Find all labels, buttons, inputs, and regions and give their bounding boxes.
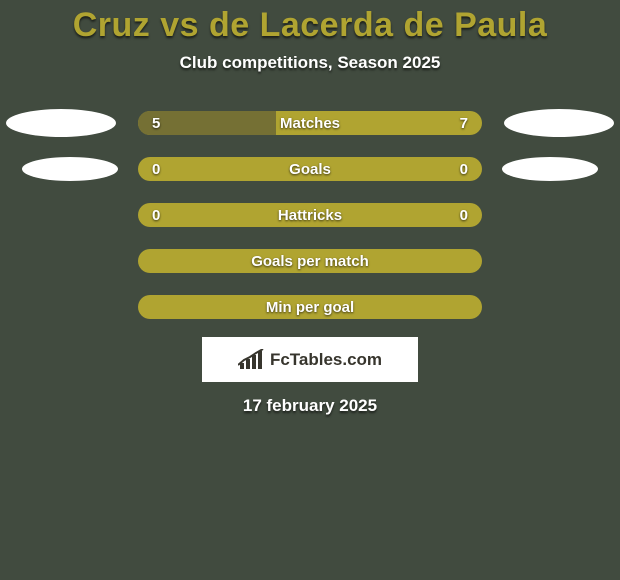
stat-right-value: 7 (460, 115, 468, 132)
stat-left-value: 0 (152, 207, 160, 224)
source-logo-text: FcTables.com (270, 350, 382, 370)
stat-bar: 5 Matches 7 (138, 111, 482, 135)
stat-row-matches: 5 Matches 7 (0, 111, 620, 135)
page-date: 17 february 2025 (243, 396, 377, 416)
stat-rows: 5 Matches 7 0 Goals 0 0 Hattricks 0 (0, 111, 620, 319)
bar-chart-icon (238, 349, 264, 371)
stat-bar: 0 Goals 0 (138, 157, 482, 181)
stat-label: Goals per match (251, 253, 369, 270)
stat-bar: Min per goal (138, 295, 482, 319)
player-right-ellipse (502, 157, 598, 181)
stat-row-hattricks: 0 Hattricks 0 (0, 203, 620, 227)
player-left-ellipse (22, 157, 118, 181)
page-subtitle: Club competitions, Season 2025 (180, 53, 441, 73)
stat-row-min-per-goal: Min per goal (0, 295, 620, 319)
source-logo: FcTables.com (202, 337, 418, 382)
stat-label: Min per goal (266, 299, 354, 316)
player-left-ellipse (6, 109, 116, 137)
stat-bar: 0 Hattricks 0 (138, 203, 482, 227)
stat-row-goals: 0 Goals 0 (0, 157, 620, 181)
stat-left-value: 0 (152, 161, 160, 178)
stat-bar: Goals per match (138, 249, 482, 273)
stat-right-value: 0 (460, 161, 468, 178)
stat-left-value: 5 (152, 115, 160, 132)
stat-row-goals-per-match: Goals per match (0, 249, 620, 273)
player-right-ellipse (504, 109, 614, 137)
stat-label: Matches (280, 115, 340, 132)
stats-card: Cruz vs de Lacerda de Paula Club competi… (0, 0, 620, 580)
stat-right-value: 0 (460, 207, 468, 224)
stat-label: Goals (289, 161, 331, 178)
page-title: Cruz vs de Lacerda de Paula (73, 6, 548, 45)
stat-label: Hattricks (278, 207, 342, 224)
